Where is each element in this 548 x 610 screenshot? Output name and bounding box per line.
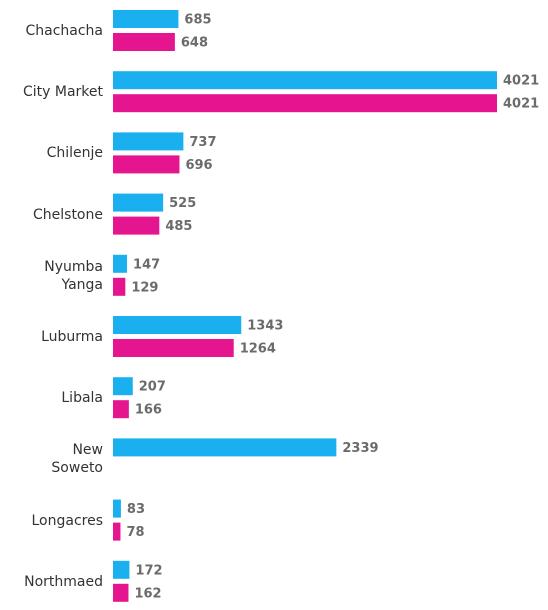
category-label: Northmaed (24, 573, 103, 590)
bar (113, 339, 234, 357)
category-label: Nyumba Yanga (44, 258, 103, 293)
value-label: 696 (185, 158, 212, 173)
value-label: 1264 (240, 342, 276, 357)
category-label: New Soweto (51, 442, 103, 477)
category-label: Longacres (31, 512, 103, 529)
category-label: Libala (61, 390, 103, 407)
value-label: 737 (189, 135, 216, 150)
bar (113, 316, 242, 334)
bar (113, 155, 180, 174)
bar (113, 438, 337, 457)
category-label: City Market (22, 84, 103, 101)
bar (113, 33, 175, 51)
bar (113, 132, 184, 151)
bar (113, 254, 128, 273)
bar (113, 10, 179, 28)
value-label: 166 (135, 403, 162, 418)
value-label: 172 (135, 563, 162, 578)
value-label: 4021 (503, 97, 539, 112)
value-label: 162 (134, 586, 161, 601)
value-label: 207 (139, 380, 166, 395)
bar (113, 71, 497, 90)
bar (113, 400, 129, 419)
bar (113, 499, 121, 518)
value-label: 485 (165, 219, 192, 234)
category-label: Chelstone (33, 206, 103, 223)
bar (113, 216, 160, 235)
value-label: 648 (181, 36, 208, 51)
value-label: 129 (131, 280, 158, 295)
category-label: Luburma (41, 329, 103, 345)
bar (113, 583, 129, 602)
category-label: Chachacha (25, 23, 103, 39)
bar (113, 277, 126, 296)
bar (113, 193, 164, 212)
value-label: 147 (133, 257, 160, 272)
bar (113, 522, 121, 541)
bar (113, 560, 130, 579)
value-label: 1343 (247, 319, 283, 334)
bar (113, 377, 133, 396)
value-label: 83 (127, 502, 145, 517)
bar (113, 94, 497, 113)
value-label: 525 (169, 196, 196, 211)
value-label: 2339 (342, 441, 378, 456)
category-label: Chilenje (46, 145, 103, 162)
value-label: 78 (126, 525, 144, 540)
value-label: 685 (184, 13, 211, 28)
value-label: 4021 (503, 74, 539, 89)
